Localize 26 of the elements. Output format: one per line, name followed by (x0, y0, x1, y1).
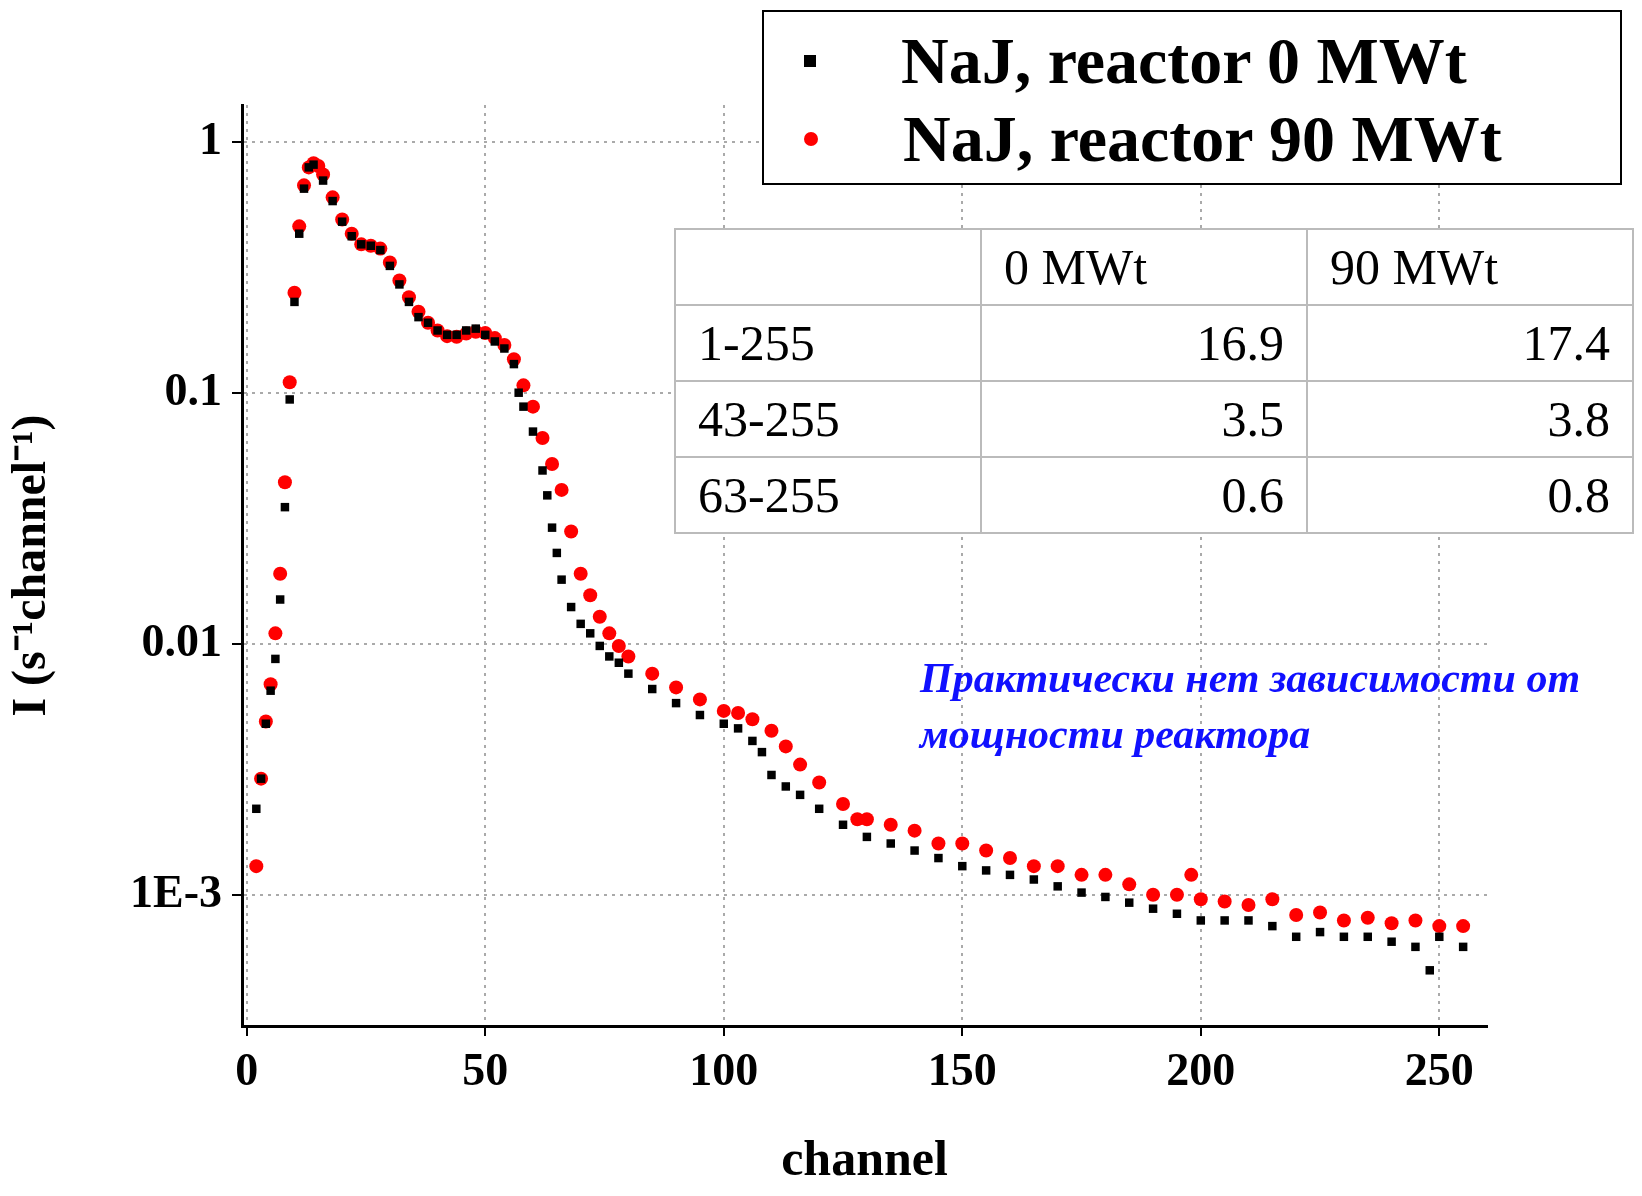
x-tick-label: 100 (689, 1044, 759, 1096)
x-tick-label: 0 (235, 1044, 259, 1096)
y-tick-label: 0.01 (141, 614, 222, 666)
x-tick-label: 50 (462, 1044, 509, 1096)
annotation: 90 MWt (1307, 229, 1633, 305)
annotation: 43-255 (675, 381, 981, 457)
annotation: 1-255 (675, 305, 981, 381)
y-tick-label: 1 (199, 112, 222, 164)
y-tick-label: 0.1 (164, 363, 222, 415)
annotation: Практически нет зависимости от мощности реактора (920, 654, 1582, 759)
text: 0.8 (1307, 457, 1633, 533)
x-tick-label: 150 (927, 1044, 997, 1096)
x-tick-label: 200 (1166, 1044, 1236, 1096)
annotation: 63-255 (675, 457, 981, 533)
legend-label: NaJ, reactor 90 MWt (903, 101, 1502, 177)
annotation: 0 MWt (981, 229, 1307, 305)
text: 17.4 (1307, 305, 1633, 381)
y-axis-title: I (s⁻¹channel⁻¹) (2, 414, 57, 717)
legend-label: NaJ, reactor 0 MWt (901, 23, 1467, 99)
annotation: 0.6 (981, 457, 1307, 533)
annotation: 16.9 (981, 305, 1307, 381)
x-tick-label: 250 (1404, 1044, 1474, 1096)
x-axis-title: channel (781, 1129, 948, 1186)
annotation: 3.5 (981, 381, 1307, 457)
text: 3.8 (1307, 381, 1633, 457)
y-tick-label: 1E-3 (130, 865, 222, 917)
